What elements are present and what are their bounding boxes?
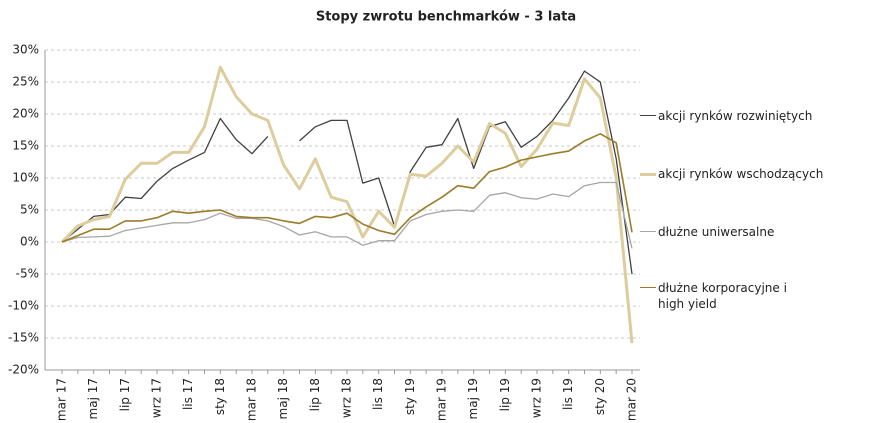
x-tick-label: maj 17 [86,378,100,419]
legend-label: akcji rynków rozwiniętych [658,109,813,123]
x-tick-label: lip 18 [308,378,322,411]
legend-entry: dłużne uniwersalne [640,224,890,240]
series-line [61,133,633,243]
chart-title: Stopy zwrotu benchmarków - 3 lata [316,10,576,25]
y-tick-label: -15% [8,331,39,345]
legend-entry: akcji rynków rozwiniętych [640,108,890,124]
series-line [61,70,633,275]
legend-label: akcji rynków wschodzących [658,167,824,181]
x-tick-label: wrz 19 [530,378,544,418]
y-tick-label: 25% [12,75,39,89]
y-tick-label: 15% [12,139,39,153]
x-tick-label: maj 18 [276,378,290,419]
legend-label: dłużne korporacyjne i high yield [658,281,787,311]
legend-entry: akcji rynków wschodzących [640,166,890,182]
x-tick-label: mar 19 [435,378,449,421]
legend-swatch [640,173,656,176]
x-tick-label: sty 20 [593,378,607,415]
x-tick-label: wrz 17 [150,378,164,418]
legend-entry: dłużne korporacyjne i high yield [640,280,890,312]
legend-swatch [640,287,656,288]
x-tick-label: sty 18 [213,378,227,415]
y-tick-label: 30% [12,43,39,57]
x-tick-label: lis 18 [371,378,385,410]
y-tick-label: -5% [16,267,39,281]
y-tick-label: 20% [12,107,39,121]
y-tick-label: 0% [20,235,39,249]
x-tick-label: sty 19 [403,378,417,415]
y-tick-label: 10% [12,171,39,185]
x-tick-label: lis 19 [561,378,575,410]
x-tick-label: mar 17 [55,378,69,421]
x-tick-label: mar 18 [245,378,259,421]
legend-swatch [640,115,656,116]
x-tick-label: lip 17 [118,378,132,411]
series-line [61,181,633,249]
x-tick-label: wrz 18 [340,378,354,418]
y-tick-label: -20% [8,363,39,377]
x-tick-label: maj 19 [466,378,480,419]
series-line [60,65,634,344]
x-tick-label: lis 17 [181,378,195,410]
x-tick-label: mar 20 [625,378,639,421]
x-tick-label: lip 19 [498,378,512,411]
y-tick-label: 5% [20,203,39,217]
legend-label: dłużne uniwersalne [658,225,775,239]
legend-swatch [640,231,656,232]
y-tick-label: -10% [8,299,39,313]
